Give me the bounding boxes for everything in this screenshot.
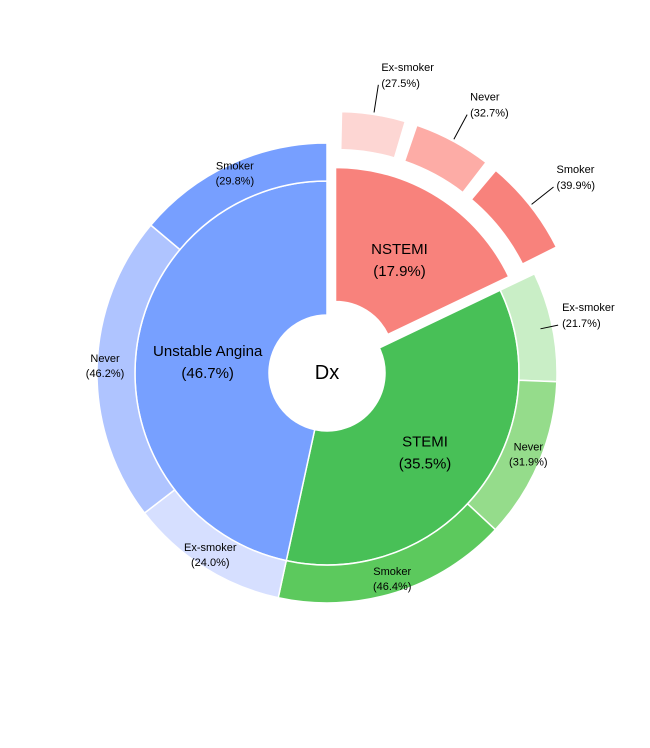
- chart-leader-lines: [373, 84, 559, 330]
- inner-label-stemi: STEMI (35.5%): [399, 434, 452, 473]
- outer-label-unstable-angina-never: Never (46.2%): [86, 353, 125, 380]
- leader-line-stemi-ex-smoker: [540, 324, 559, 330]
- inner-slice-nstemi: [334, 166, 510, 336]
- outer-label-unstable-angina-ex-smoker: Ex-smoker (24.0%): [184, 542, 237, 569]
- leader-line-nstemi-ex-smoker: [373, 84, 379, 113]
- outer-label-nstemi-ex-smoker: Ex-smoker (27.5%): [381, 62, 434, 90]
- leader-line-nstemi-never: [453, 114, 468, 140]
- outer-label-nstemi-never: Never (32.7%): [470, 92, 509, 120]
- inner-label-nstemi: NSTEMI (17.9%): [371, 241, 428, 280]
- outer-slice-nstemi-never: [403, 124, 488, 194]
- outer-label-stemi-ex-smoker: Ex-smoker (21.7%): [562, 302, 615, 330]
- outer-slice-unstable-angina-smoker: [149, 142, 328, 251]
- chart-labels: NSTEMI (17.9%) Ex-smoker (27.5%) Never (32.7%…: [86, 62, 615, 593]
- outer-slice-nstemi-ex-smoker: [339, 110, 407, 159]
- outer-label-stemi-never: Never (31.9%): [509, 442, 548, 469]
- outer-label-stemi-smoker: Smoker (46.4%): [373, 566, 412, 593]
- chart-slices: [96, 110, 558, 604]
- outer-label-nstemi-smoker: Smoker (39.9%): [557, 164, 596, 192]
- center-hole: [269, 315, 385, 431]
- leader-line-nstemi-smoker: [531, 186, 554, 205]
- outer-label-unstable-angina-smoker: Smoker (29.8%): [216, 160, 255, 187]
- center-label: Dx: [315, 362, 339, 384]
- inner-label-unstable-angina: Unstable Angina (46.7%): [153, 343, 263, 382]
- outer-slice-nstemi-smoker: [470, 169, 558, 266]
